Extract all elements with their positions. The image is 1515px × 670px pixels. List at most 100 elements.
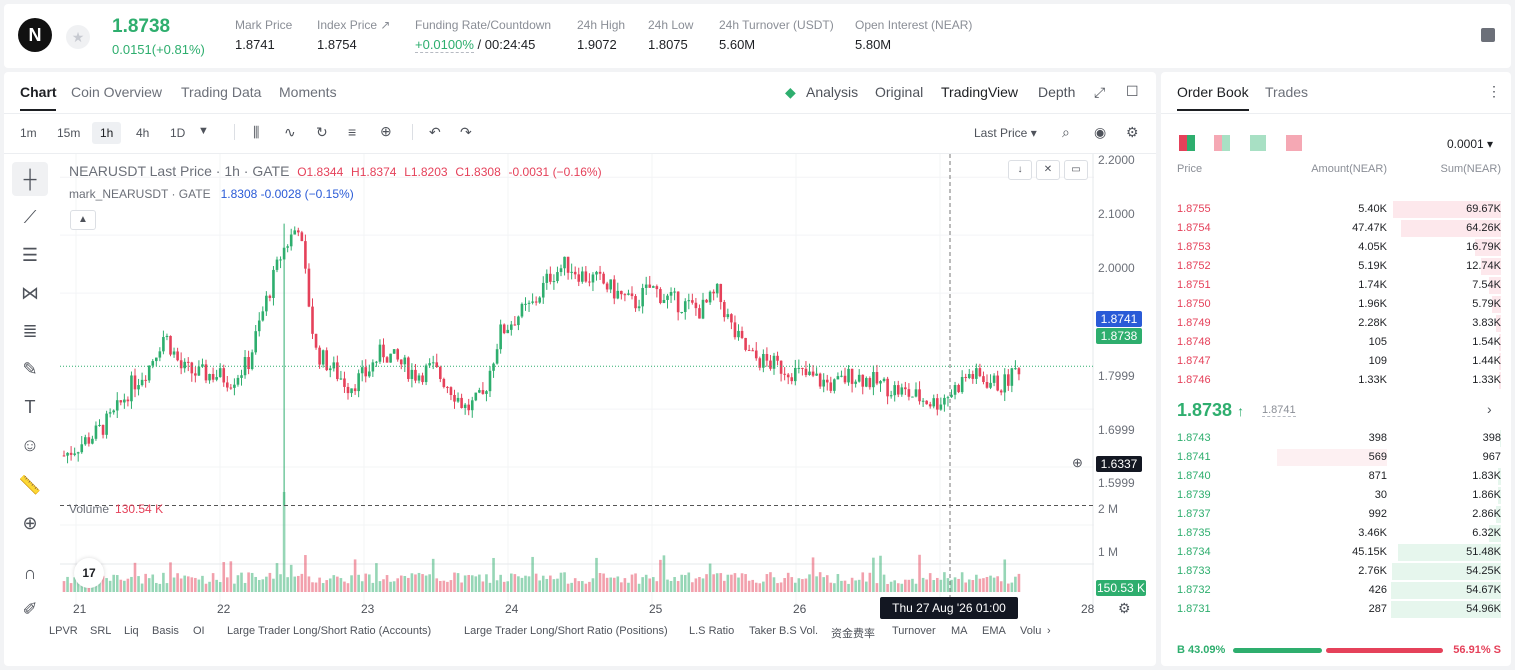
- fib-icon[interactable]: ≣: [22, 321, 38, 341]
- indicator-tab[interactable]: Taker B.S Vol.: [749, 625, 819, 637]
- view-both-icon[interactable]: [1179, 135, 1195, 151]
- collapse-legend-button[interactable]: ▲: [70, 210, 96, 230]
- indicator-tab[interactable]: SRL: [90, 625, 112, 637]
- candlestick-chart[interactable]: [60, 154, 1094, 642]
- more-icon[interactable]: ⋮: [1487, 83, 1501, 99]
- volume-bar: [144, 573, 147, 592]
- tab-trades[interactable]: Trades: [1265, 84, 1309, 100]
- settings-icon[interactable]: ⚙: [1118, 600, 1131, 616]
- redo-icon[interactable]: ↷: [460, 124, 472, 140]
- indicator-tab[interactable]: Large Trader Long/Short Ratio (Positions…: [464, 625, 668, 637]
- indicator-tab[interactable]: Turnover: [892, 625, 936, 637]
- view-asks-icon[interactable]: [1286, 135, 1302, 151]
- timeframe-15m[interactable]: 15m: [57, 126, 81, 140]
- pattern-icon[interactable]: ⋈: [21, 283, 39, 303]
- price-source-select[interactable]: Last Price ▾: [974, 126, 1037, 140]
- bid-row[interactable]: 1.8734 45.15K 51.48K: [1161, 543, 1511, 562]
- bid-row[interactable]: 1.8735 3.46K 6.32K: [1161, 524, 1511, 543]
- precision-select[interactable]: 0.0001 ▾: [1447, 137, 1494, 151]
- tab-trading-data[interactable]: Trading Data: [181, 84, 262, 100]
- timeframe-4h[interactable]: 4h: [136, 126, 150, 140]
- bid-row[interactable]: 1.8741 569 967: [1161, 448, 1511, 467]
- view-layout-icon[interactable]: [1214, 135, 1230, 151]
- tab-analysis[interactable]: Analysis: [806, 84, 859, 100]
- bid-row[interactable]: 1.8737 992 2.86K: [1161, 505, 1511, 524]
- indicator-tab[interactable]: LPVR: [49, 625, 78, 637]
- horizontal-lines-icon[interactable]: ☰: [21, 245, 39, 265]
- tab-depth[interactable]: Depth: [1038, 84, 1076, 100]
- text-icon[interactable]: T: [24, 397, 36, 417]
- restore-button[interactable]: ▭: [1064, 160, 1088, 180]
- ask-row[interactable]: 1.8751 1.74K 7.54K: [1161, 276, 1511, 295]
- timeframe-1m[interactable]: 1m: [20, 126, 37, 140]
- chevron-right-icon[interactable]: ›: [1047, 625, 1051, 637]
- ask-row[interactable]: 1.8753 4.05K 16.79K: [1161, 238, 1511, 257]
- zoom-icon[interactable]: ⊕: [22, 513, 38, 533]
- ask-row[interactable]: 1.8754 47.47K 64.26K: [1161, 219, 1511, 238]
- timeframe-1d[interactable]: 1D: [170, 126, 186, 140]
- indicator-tab[interactable]: L.S Ratio: [689, 625, 735, 637]
- window-icon[interactable]: ☐: [1126, 83, 1139, 99]
- indicator-tab[interactable]: EMA: [982, 625, 1006, 637]
- ask-row[interactable]: 1.8755 5.40K 69.67K: [1161, 200, 1511, 219]
- favorite-star-icon[interactable]: ★: [66, 25, 90, 49]
- candles-icon[interactable]: ⫼: [253, 124, 260, 140]
- indicator-tab[interactable]: Large Trader Long/Short Ratio (Accounts): [227, 625, 432, 637]
- volume-bar: [584, 583, 588, 592]
- ai-analysis-icon[interactable]: ◆: [785, 84, 796, 100]
- timeframe-1h[interactable]: 1h: [92, 122, 122, 144]
- tab-order-book[interactable]: Order Book: [1177, 84, 1249, 100]
- bid-row[interactable]: 1.8743 398 398: [1161, 429, 1511, 448]
- crosshair-icon[interactable]: ┼: [12, 162, 48, 196]
- indicator-tab[interactable]: Volu: [1020, 625, 1042, 637]
- document-icon[interactable]: [1481, 28, 1495, 42]
- indicators-icon[interactable]: ∿: [284, 124, 296, 140]
- add-order-icon[interactable]: ⊕: [1072, 455, 1083, 470]
- bid-row[interactable]: 1.8732 426 54.67K: [1161, 581, 1511, 600]
- indicator-tab[interactable]: MA: [951, 625, 968, 637]
- ask-row[interactable]: 1.8747 109 1.44K: [1161, 352, 1511, 371]
- gear-icon[interactable]: ⚙: [1126, 124, 1139, 140]
- add-alert-icon[interactable]: ⊕: [380, 123, 392, 139]
- chevron-down-icon[interactable]: ▼: [198, 125, 209, 137]
- fullscreen-icon[interactable]: ⤢: [1094, 84, 1106, 100]
- refresh-icon[interactable]: ↻: [316, 124, 328, 140]
- templates-icon[interactable]: ≡: [348, 124, 357, 140]
- indicator-tab[interactable]: 资金费率: [831, 628, 875, 640]
- tab-coin-overview[interactable]: Coin Overview: [71, 84, 163, 100]
- ask-row[interactable]: 1.8748 105 1.54K: [1161, 333, 1511, 352]
- indicator-tab[interactable]: Basis: [152, 625, 179, 637]
- volume-bar: [694, 578, 698, 592]
- stat-index-price[interactable]: Index Price ↗ 1.8754: [317, 18, 391, 52]
- tab-tradingview[interactable]: TradingView: [941, 84, 1019, 100]
- search-icon[interactable]: ⌕: [1062, 124, 1070, 140]
- bid-row[interactable]: 1.8740 871 1.83K: [1161, 467, 1511, 486]
- scroll-down-button[interactable]: ↓: [1008, 160, 1032, 180]
- magnet-icon[interactable]: ∩: [23, 563, 37, 583]
- bid-row[interactable]: 1.8733 2.76K 54.25K: [1161, 562, 1511, 581]
- indicator-tab[interactable]: OI: [193, 625, 205, 637]
- brush-icon[interactable]: ✎: [22, 359, 38, 379]
- volume-bar: [857, 579, 861, 592]
- emoji-icon[interactable]: ☺: [20, 435, 40, 455]
- tab-chart[interactable]: Chart: [20, 84, 57, 100]
- ask-row[interactable]: 1.8746 1.33K 1.33K: [1161, 371, 1511, 390]
- bid-row[interactable]: 1.8739 30 1.86K: [1161, 486, 1511, 505]
- tab-moments[interactable]: Moments: [279, 84, 337, 100]
- ask-row[interactable]: 1.8749 2.28K 3.83K: [1161, 314, 1511, 333]
- ruler-icon[interactable]: 📏: [18, 475, 42, 495]
- camera-icon[interactable]: ◉: [1094, 124, 1107, 140]
- collapse-button[interactable]: ✕: [1036, 160, 1060, 180]
- ask-row[interactable]: 1.8750 1.96K 5.79K: [1161, 295, 1511, 314]
- ask-row[interactable]: 1.8752 5.19K 12.74K: [1161, 257, 1511, 276]
- tab-original[interactable]: Original: [875, 84, 924, 100]
- view-bids-icon[interactable]: [1250, 135, 1266, 151]
- chevron-right-icon[interactable]: ›: [1487, 401, 1492, 417]
- pencil-icon[interactable]: ✐: [22, 599, 38, 619]
- bid-row[interactable]: 1.8731 287 54.96K: [1161, 600, 1511, 619]
- indicator-tab[interactable]: Liq: [124, 625, 139, 637]
- candle-body: [769, 360, 772, 369]
- candle-body: [691, 300, 694, 303]
- undo-icon[interactable]: ↶: [429, 124, 441, 140]
- trendline-icon[interactable]: ⟋: [23, 207, 37, 227]
